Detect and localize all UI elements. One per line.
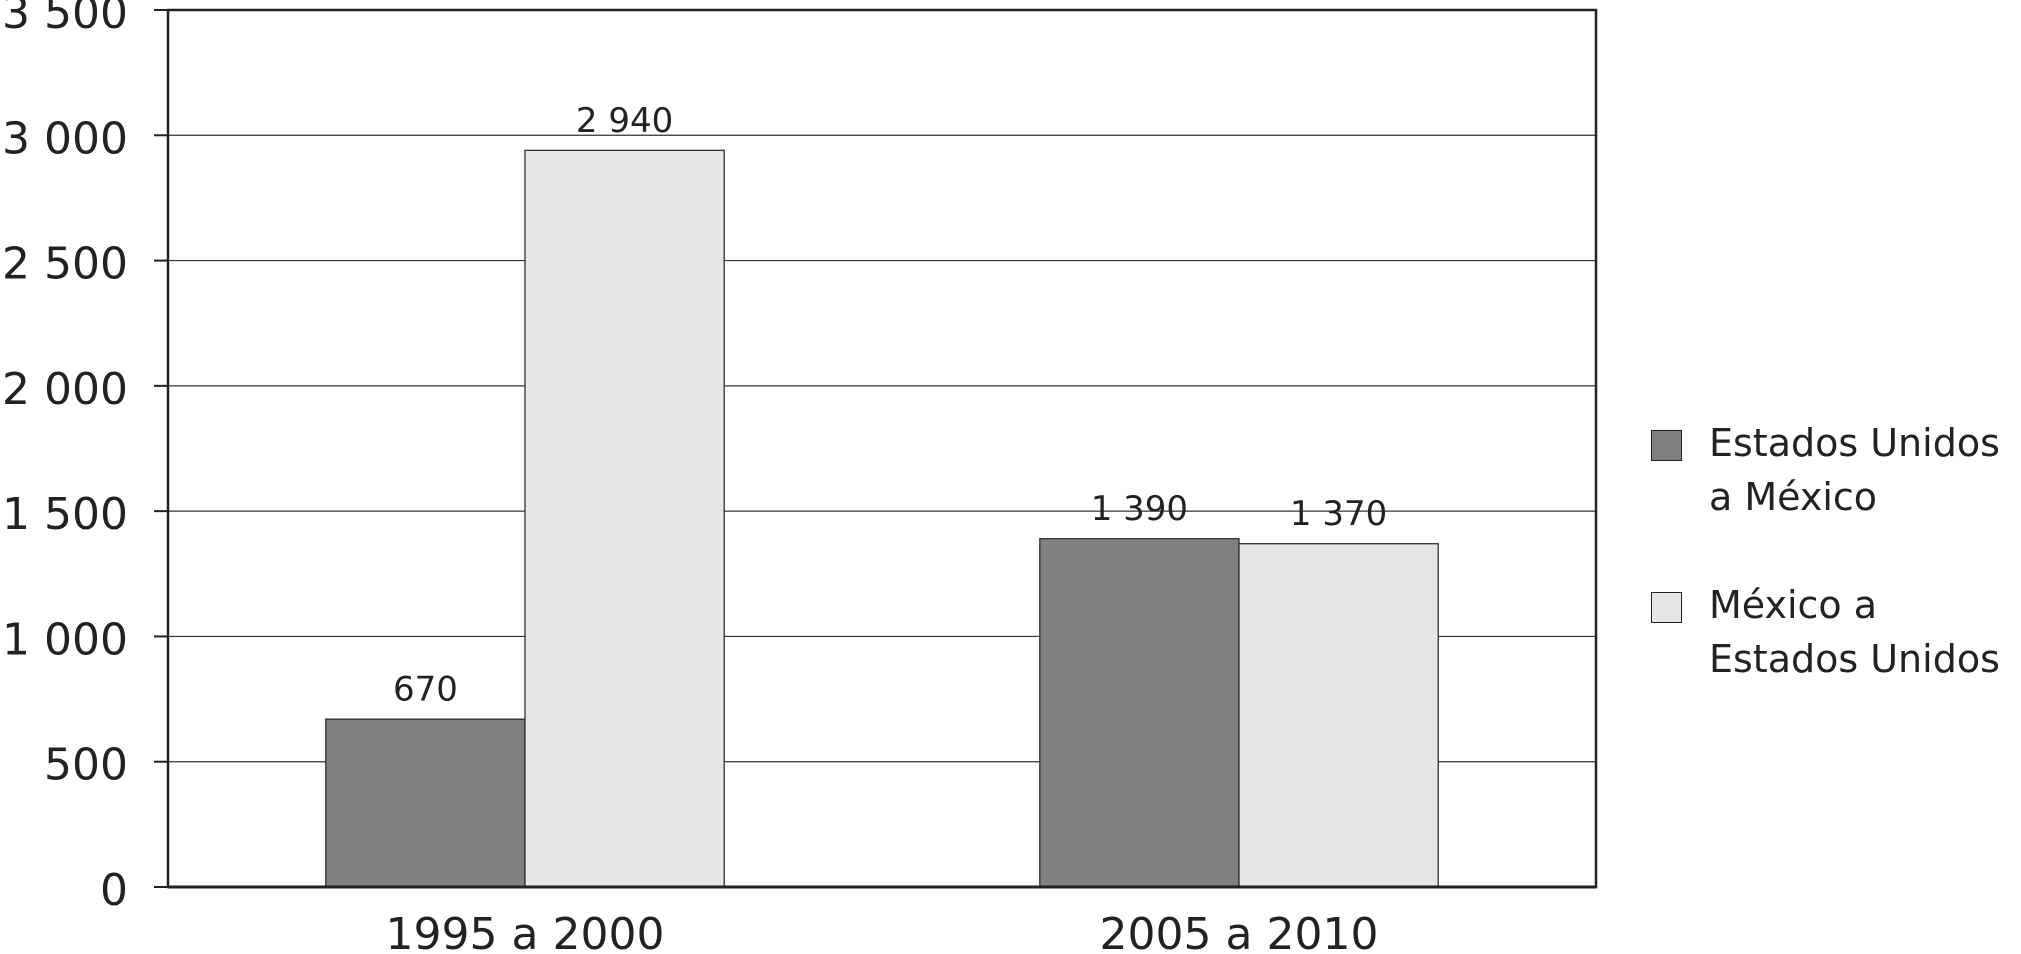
value-label: 670	[393, 670, 458, 710]
bar	[1238, 543, 1439, 888]
legend-swatch	[1651, 430, 1682, 461]
x-tick-label: 2005 a 2010	[1100, 909, 1379, 954]
y-tick-label: 1 500	[2, 489, 128, 540]
legend-label: Estados Unidos a México	[1709, 421, 2000, 519]
y-tick-label: 0	[100, 865, 128, 916]
y-tick-label: 500	[44, 740, 128, 791]
y-tick-label: 2 000	[2, 364, 128, 415]
bar	[524, 149, 725, 888]
y-tick-label: 2 500	[2, 239, 128, 290]
value-label: 1 370	[1290, 494, 1387, 534]
legend-label: México a Estados Unidos	[1709, 583, 2000, 681]
y-tick-label: 3 000	[2, 113, 128, 164]
bar	[1039, 538, 1240, 888]
y-tick-label: 1 000	[2, 614, 128, 665]
x-tick-label: 1995 a 2000	[386, 909, 665, 954]
bar	[325, 718, 526, 888]
value-label: 1 390	[1091, 489, 1188, 529]
legend-swatch	[1651, 592, 1682, 623]
y-tick-label: 3 500	[2, 0, 128, 39]
value-label: 2 940	[576, 101, 673, 141]
